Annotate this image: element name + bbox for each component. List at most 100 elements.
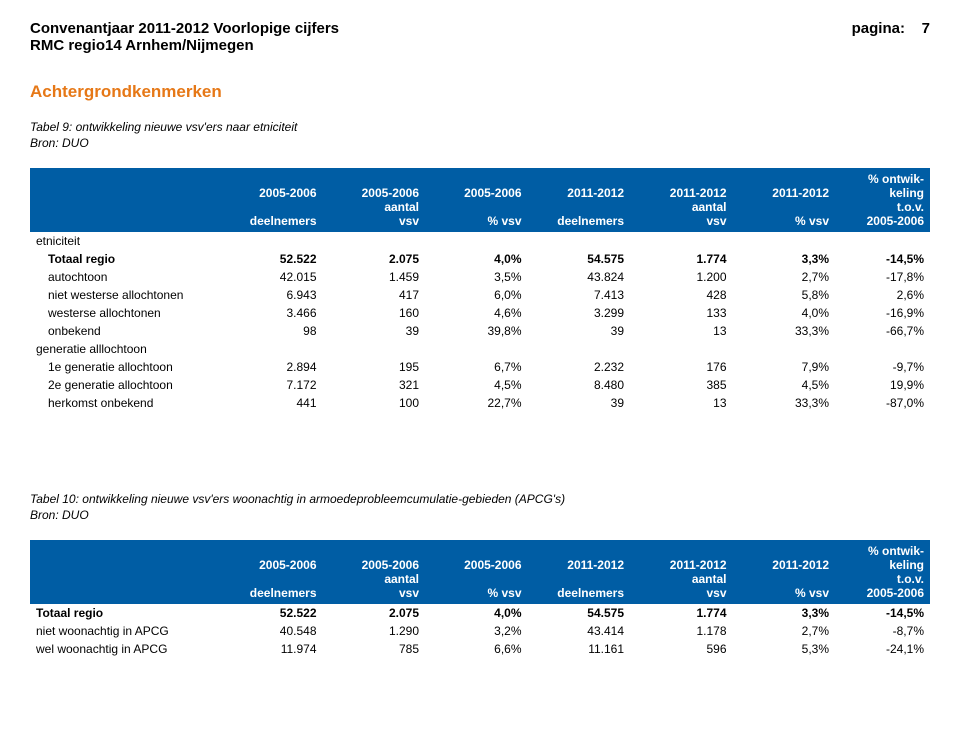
table-row: herkomst onbekend44110022,7%391333,3%-87…: [30, 394, 930, 412]
page-label: pagina:: [852, 20, 905, 37]
cell: 7.172: [220, 376, 323, 394]
cell: 42.015: [220, 268, 323, 286]
cell: 4,0%: [733, 304, 836, 322]
cell: [528, 232, 631, 250]
row-label: Totaal regio: [30, 604, 220, 622]
row-label: wel woonachtig in APCG: [30, 640, 220, 658]
row-label: westerse allochtonen: [30, 304, 220, 322]
cell: [630, 340, 733, 358]
cell: [733, 340, 836, 358]
th-c1: 2005-2006deelnemers: [220, 540, 323, 604]
cell: 3,5%: [425, 268, 528, 286]
cell: 6,0%: [425, 286, 528, 304]
th-c7: % ontwik-kelingt.o.v.2005-2006: [835, 540, 930, 604]
doc-title-line1: Convenantjaar 2011-2012 Voorlopige cijfe…: [30, 20, 339, 37]
th-c3: 2005-2006% vsv: [425, 540, 528, 604]
cell: [220, 340, 323, 358]
cell: 6.943: [220, 286, 323, 304]
table-row: niet woonachtig in APCG40.5481.2903,2%43…: [30, 622, 930, 640]
table-row: westerse allochtonen3.4661604,6%3.299133…: [30, 304, 930, 322]
table2-caption: Tabel 10: ontwikkeling nieuwe vsv'ers wo…: [30, 492, 930, 506]
cell: 2,7%: [733, 622, 836, 640]
cell: 1.774: [630, 250, 733, 268]
cell: 160: [323, 304, 426, 322]
table-row: 1e generatie allochtoon2.8941956,7%2.232…: [30, 358, 930, 376]
cell: 39: [528, 394, 631, 412]
cell: -14,5%: [835, 604, 930, 622]
cell: -8,7%: [835, 622, 930, 640]
table-row: etniciteit: [30, 232, 930, 250]
section-title: Achtergrondkenmerken: [30, 82, 930, 102]
cell: 4,5%: [733, 376, 836, 394]
cell: 52.522: [220, 604, 323, 622]
cell: 321: [323, 376, 426, 394]
cell: 33,3%: [733, 394, 836, 412]
row-label: 2e generatie allochtoon: [30, 376, 220, 394]
cell: 385: [630, 376, 733, 394]
cell: 6,6%: [425, 640, 528, 658]
cell: 4,0%: [425, 250, 528, 268]
cell: 1.178: [630, 622, 733, 640]
cell: 3.299: [528, 304, 631, 322]
cell: 40.548: [220, 622, 323, 640]
table-apcg: 2005-2006deelnemers 2005-2006aantalvsv 2…: [30, 540, 930, 658]
cell: [835, 340, 930, 358]
th-blank: [30, 540, 220, 604]
page-indicator: pagina: 7: [852, 20, 930, 37]
table1-caption: Tabel 9: ontwikkeling nieuwe vsv'ers naa…: [30, 120, 930, 134]
table-row: generatie alllochtoon: [30, 340, 930, 358]
document-header: Convenantjaar 2011-2012 Voorlopige cijfe…: [30, 20, 930, 37]
cell: 428: [630, 286, 733, 304]
table-row: niet westerse allochtonen6.9434176,0%7.4…: [30, 286, 930, 304]
table-row: Totaal regio52.5222.0754,0%54.5751.7743,…: [30, 250, 930, 268]
cell: -87,0%: [835, 394, 930, 412]
cell: 7.413: [528, 286, 631, 304]
cell: 22,7%: [425, 394, 528, 412]
table2-source: Bron: DUO: [30, 508, 930, 522]
cell: 13: [630, 394, 733, 412]
cell: 4,5%: [425, 376, 528, 394]
cell: 7,9%: [733, 358, 836, 376]
cell: 2.894: [220, 358, 323, 376]
table-row: 2e generatie allochtoon7.1723214,5%8.480…: [30, 376, 930, 394]
cell: 2,7%: [733, 268, 836, 286]
cell: -14,5%: [835, 250, 930, 268]
row-label: generatie alllochtoon: [30, 340, 220, 358]
cell: [220, 232, 323, 250]
th-c5: 2011-2012aantalvsv: [630, 168, 733, 232]
cell: 39: [323, 322, 426, 340]
th-c5: 2011-2012aantalvsv: [630, 540, 733, 604]
row-label: Totaal regio: [30, 250, 220, 268]
page-number: 7: [922, 20, 930, 37]
cell: 6,7%: [425, 358, 528, 376]
table-row: wel woonachtig in APCG11.9747856,6%11.16…: [30, 640, 930, 658]
cell: 11.161: [528, 640, 631, 658]
cell: -16,9%: [835, 304, 930, 322]
cell: 43.414: [528, 622, 631, 640]
cell: 1.200: [630, 268, 733, 286]
cell: 52.522: [220, 250, 323, 268]
cell: 3,2%: [425, 622, 528, 640]
cell: 1.774: [630, 604, 733, 622]
cell: -66,7%: [835, 322, 930, 340]
row-label: 1e generatie allochtoon: [30, 358, 220, 376]
cell: 2.075: [323, 250, 426, 268]
th-c3: 2005-2006% vsv: [425, 168, 528, 232]
cell: 4,6%: [425, 304, 528, 322]
cell: 441: [220, 394, 323, 412]
cell: 33,3%: [733, 322, 836, 340]
cell: 54.575: [528, 250, 631, 268]
row-label: etniciteit: [30, 232, 220, 250]
th-c6: 2011-2012% vsv: [733, 540, 836, 604]
cell: [323, 232, 426, 250]
table-row: onbekend983939,8%391333,3%-66,7%: [30, 322, 930, 340]
cell: 39,8%: [425, 322, 528, 340]
row-label: herkomst onbekend: [30, 394, 220, 412]
cell: -9,7%: [835, 358, 930, 376]
th-c4: 2011-2012deelnemers: [528, 168, 631, 232]
table1-source: Bron: DUO: [30, 136, 930, 150]
doc-title-line2: RMC regio14 Arnhem/Nijmegen: [30, 37, 930, 54]
cell: 1.459: [323, 268, 426, 286]
th-blank: [30, 168, 220, 232]
cell: 176: [630, 358, 733, 376]
